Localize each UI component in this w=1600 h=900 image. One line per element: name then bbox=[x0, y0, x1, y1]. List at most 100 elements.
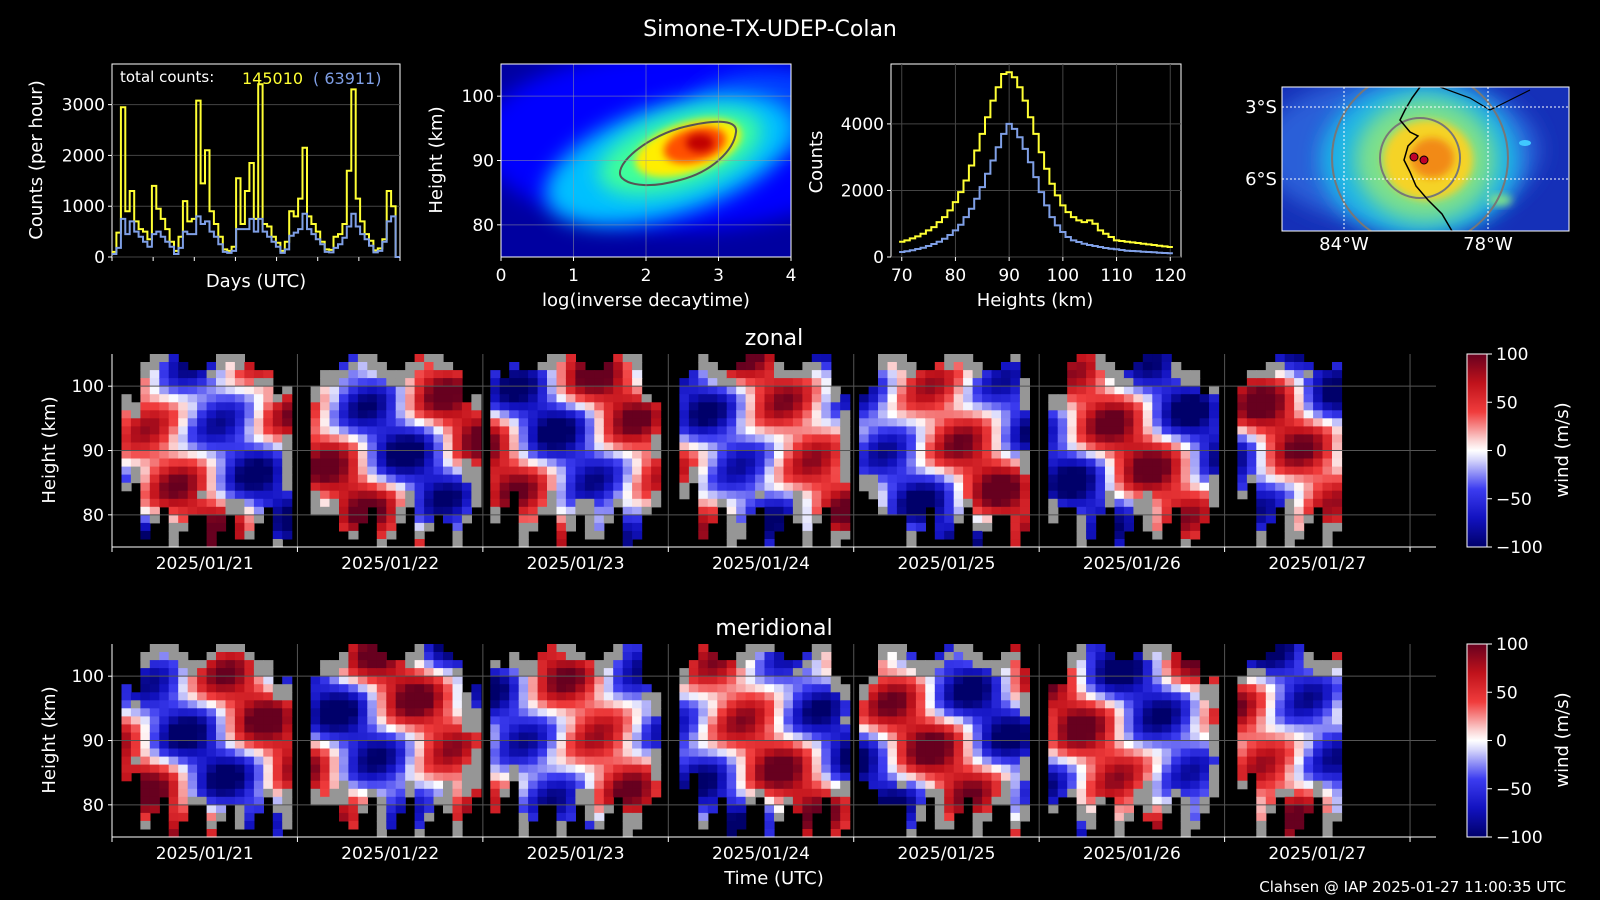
meridional-cell bbox=[376, 716, 387, 725]
zonal-cell bbox=[471, 394, 482, 403]
meridional-cell bbox=[386, 820, 397, 830]
meridional-cell bbox=[972, 684, 983, 693]
zonal-cell bbox=[764, 354, 775, 363]
meridional-cell bbox=[755, 764, 766, 774]
meridional-cell bbox=[1133, 740, 1144, 750]
zonal-cell bbox=[934, 514, 945, 524]
meridional-cell bbox=[424, 796, 435, 806]
zonal-cell bbox=[1294, 378, 1305, 387]
zonal-cell bbox=[613, 474, 624, 484]
meridional-cell bbox=[121, 716, 132, 725]
meridional-cell bbox=[821, 788, 832, 798]
meridional-cell bbox=[376, 820, 387, 830]
meridional-cell bbox=[1142, 796, 1153, 806]
meridional-cell bbox=[915, 740, 926, 750]
meridional-cell bbox=[197, 708, 208, 717]
zonal-cell bbox=[376, 522, 387, 532]
meridional-cell bbox=[896, 684, 907, 693]
meridional-cell bbox=[1265, 724, 1276, 733]
meridional-colorbar-label: wind (m/s) bbox=[1552, 692, 1573, 787]
meridional-cell bbox=[282, 700, 293, 709]
zonal-cell bbox=[698, 410, 709, 419]
meridional-cell bbox=[594, 764, 605, 774]
zonal-cell bbox=[934, 362, 945, 371]
meridional-cell bbox=[1256, 780, 1267, 790]
meridional-cell bbox=[792, 780, 803, 790]
meridional-cell bbox=[272, 700, 283, 709]
meridional-cell bbox=[584, 748, 595, 758]
zonal-cell bbox=[1048, 410, 1059, 419]
zonal-cell bbox=[1095, 386, 1106, 395]
zonal-cell bbox=[253, 426, 264, 435]
zonal-cell bbox=[679, 402, 690, 411]
zonal-cell bbox=[556, 442, 567, 452]
meridional-cell bbox=[811, 692, 822, 701]
meridional-cell bbox=[329, 724, 340, 733]
zonal-cell bbox=[1313, 490, 1324, 500]
zonal-cell bbox=[1057, 402, 1068, 411]
zonal-cell bbox=[717, 402, 728, 411]
meridional-cell bbox=[679, 676, 690, 685]
zonal-cell bbox=[518, 410, 529, 419]
meridional-cell bbox=[452, 764, 463, 774]
meridional-cell bbox=[1076, 724, 1087, 733]
zonal-cell bbox=[1057, 426, 1068, 435]
zonal-cell bbox=[906, 514, 917, 524]
meridional-cell bbox=[395, 748, 406, 758]
meridional-ylabel: Height (km) bbox=[39, 686, 60, 793]
zonal-cell bbox=[386, 394, 397, 403]
meridional-cell bbox=[329, 772, 340, 782]
meridional-cell bbox=[622, 812, 633, 822]
meridional-cell bbox=[263, 772, 274, 782]
meridional-cell bbox=[405, 748, 416, 758]
zonal-cell bbox=[1256, 522, 1267, 532]
meridional-cell bbox=[357, 788, 368, 798]
zonal-cell bbox=[906, 474, 917, 484]
zonal-cell bbox=[1313, 402, 1324, 411]
zonal-cell bbox=[197, 410, 208, 419]
meridional-cell bbox=[159, 660, 170, 669]
meridional-cell bbox=[1142, 676, 1153, 685]
zonal-cell bbox=[471, 498, 482, 508]
meridional-cell bbox=[774, 812, 785, 822]
zonal-cell bbox=[934, 378, 945, 387]
zonal-cell bbox=[518, 434, 529, 443]
zonal-cell bbox=[320, 394, 331, 403]
zonal-cell bbox=[339, 490, 350, 500]
zonal-cell bbox=[1256, 450, 1267, 460]
zonal-cell bbox=[386, 490, 397, 500]
zonal-cell bbox=[367, 458, 378, 468]
zonal-cell bbox=[840, 458, 851, 468]
zonal-cell bbox=[972, 386, 983, 395]
meridional-cell bbox=[376, 724, 387, 733]
zonal-cell bbox=[613, 402, 624, 411]
zonal-cell bbox=[1076, 450, 1087, 460]
meridional-cell bbox=[755, 652, 766, 661]
meridional-cell bbox=[178, 716, 189, 725]
zonal-cell bbox=[1322, 466, 1333, 476]
zonal-cell bbox=[1133, 498, 1144, 508]
zonal-cell bbox=[878, 370, 889, 379]
zonal-cell bbox=[424, 490, 435, 500]
zonal-cell bbox=[764, 378, 775, 387]
zonal-cell bbox=[1142, 514, 1153, 524]
meridional-cell bbox=[1275, 644, 1286, 653]
meridional-cell bbox=[518, 804, 529, 814]
zonal-cell bbox=[906, 418, 917, 427]
zonal-cell bbox=[821, 482, 832, 492]
zonal-cell bbox=[1256, 386, 1267, 395]
zonal-cell bbox=[896, 490, 907, 500]
zonal-cell bbox=[225, 426, 236, 435]
histogram-xlabel: Heights (km) bbox=[977, 290, 1094, 311]
zonal-cell bbox=[1265, 450, 1276, 460]
zonal-cell bbox=[878, 506, 889, 516]
zonal-cell bbox=[376, 498, 387, 508]
zonal-cell bbox=[868, 466, 879, 476]
meridional-cell bbox=[357, 796, 368, 806]
meridional-cell bbox=[424, 780, 435, 790]
meridional-cell bbox=[471, 788, 482, 798]
meridional-cell bbox=[1095, 740, 1106, 750]
zonal-cell bbox=[1123, 490, 1134, 500]
meridional-cell bbox=[972, 700, 983, 709]
